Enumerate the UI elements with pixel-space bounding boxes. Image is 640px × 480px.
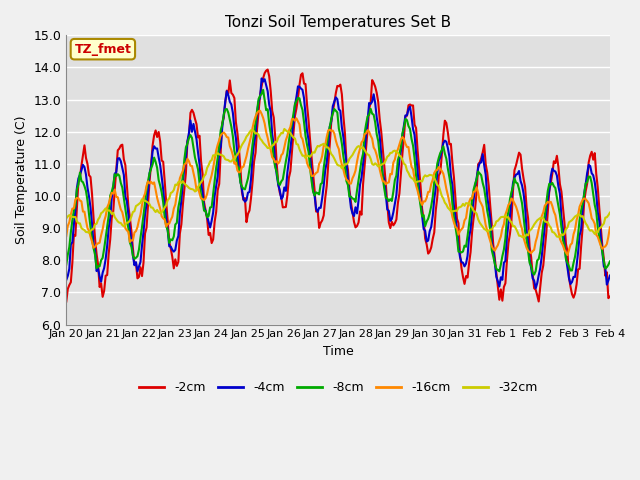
-2cm xyxy=(301,81,309,87)
Y-axis label: Soil Temperature (C): Soil Temperature (C) xyxy=(15,116,28,244)
-4cm xyxy=(225,92,232,98)
Line: -2cm: -2cm xyxy=(67,70,610,301)
-2cm xyxy=(264,67,271,72)
-2cm xyxy=(225,91,232,96)
-16cm xyxy=(243,153,250,159)
-32cm xyxy=(280,126,288,132)
-8cm xyxy=(129,253,137,259)
-8cm xyxy=(579,201,586,206)
-8cm xyxy=(301,133,309,139)
Title: Tonzi Soil Temperatures Set B: Tonzi Soil Temperatures Set B xyxy=(225,15,451,30)
-4cm xyxy=(532,286,540,291)
Legend: -2cm, -4cm, -8cm, -16cm, -32cm: -2cm, -4cm, -8cm, -16cm, -32cm xyxy=(134,376,542,399)
-2cm xyxy=(63,299,70,304)
-8cm xyxy=(531,272,538,277)
Line: -32cm: -32cm xyxy=(67,129,610,237)
-32cm xyxy=(520,234,527,240)
-2cm xyxy=(129,246,137,252)
-32cm xyxy=(243,134,250,140)
-8cm xyxy=(252,118,259,124)
-16cm xyxy=(252,114,259,120)
-4cm xyxy=(243,197,250,203)
-4cm xyxy=(252,132,259,138)
-2cm xyxy=(535,299,543,304)
-32cm xyxy=(225,157,232,163)
-16cm xyxy=(564,252,572,258)
X-axis label: Time: Time xyxy=(323,345,353,358)
Line: -4cm: -4cm xyxy=(67,78,610,288)
-8cm xyxy=(606,259,614,264)
-8cm xyxy=(225,110,232,116)
-2cm xyxy=(252,150,259,156)
Text: TZ_fmet: TZ_fmet xyxy=(74,43,131,56)
-4cm xyxy=(63,277,70,283)
-2cm xyxy=(243,219,250,225)
-32cm xyxy=(301,155,309,161)
-16cm xyxy=(579,197,586,203)
-16cm xyxy=(225,135,232,141)
-8cm xyxy=(63,262,70,267)
-32cm xyxy=(579,213,586,219)
-2cm xyxy=(579,225,586,230)
-4cm xyxy=(606,273,614,278)
-32cm xyxy=(63,216,70,221)
-8cm xyxy=(243,181,250,187)
-8cm xyxy=(259,87,267,93)
-4cm xyxy=(301,111,309,117)
-16cm xyxy=(63,233,70,239)
-32cm xyxy=(129,209,137,215)
-16cm xyxy=(129,238,137,243)
Line: -8cm: -8cm xyxy=(67,90,610,275)
-4cm xyxy=(129,253,137,259)
-4cm xyxy=(579,207,586,213)
-32cm xyxy=(252,131,259,136)
-16cm xyxy=(256,108,264,114)
-16cm xyxy=(606,225,614,230)
-16cm xyxy=(301,151,309,156)
-32cm xyxy=(606,210,614,216)
-4cm xyxy=(258,75,266,81)
-2cm xyxy=(606,294,614,300)
Line: -16cm: -16cm xyxy=(67,111,610,255)
